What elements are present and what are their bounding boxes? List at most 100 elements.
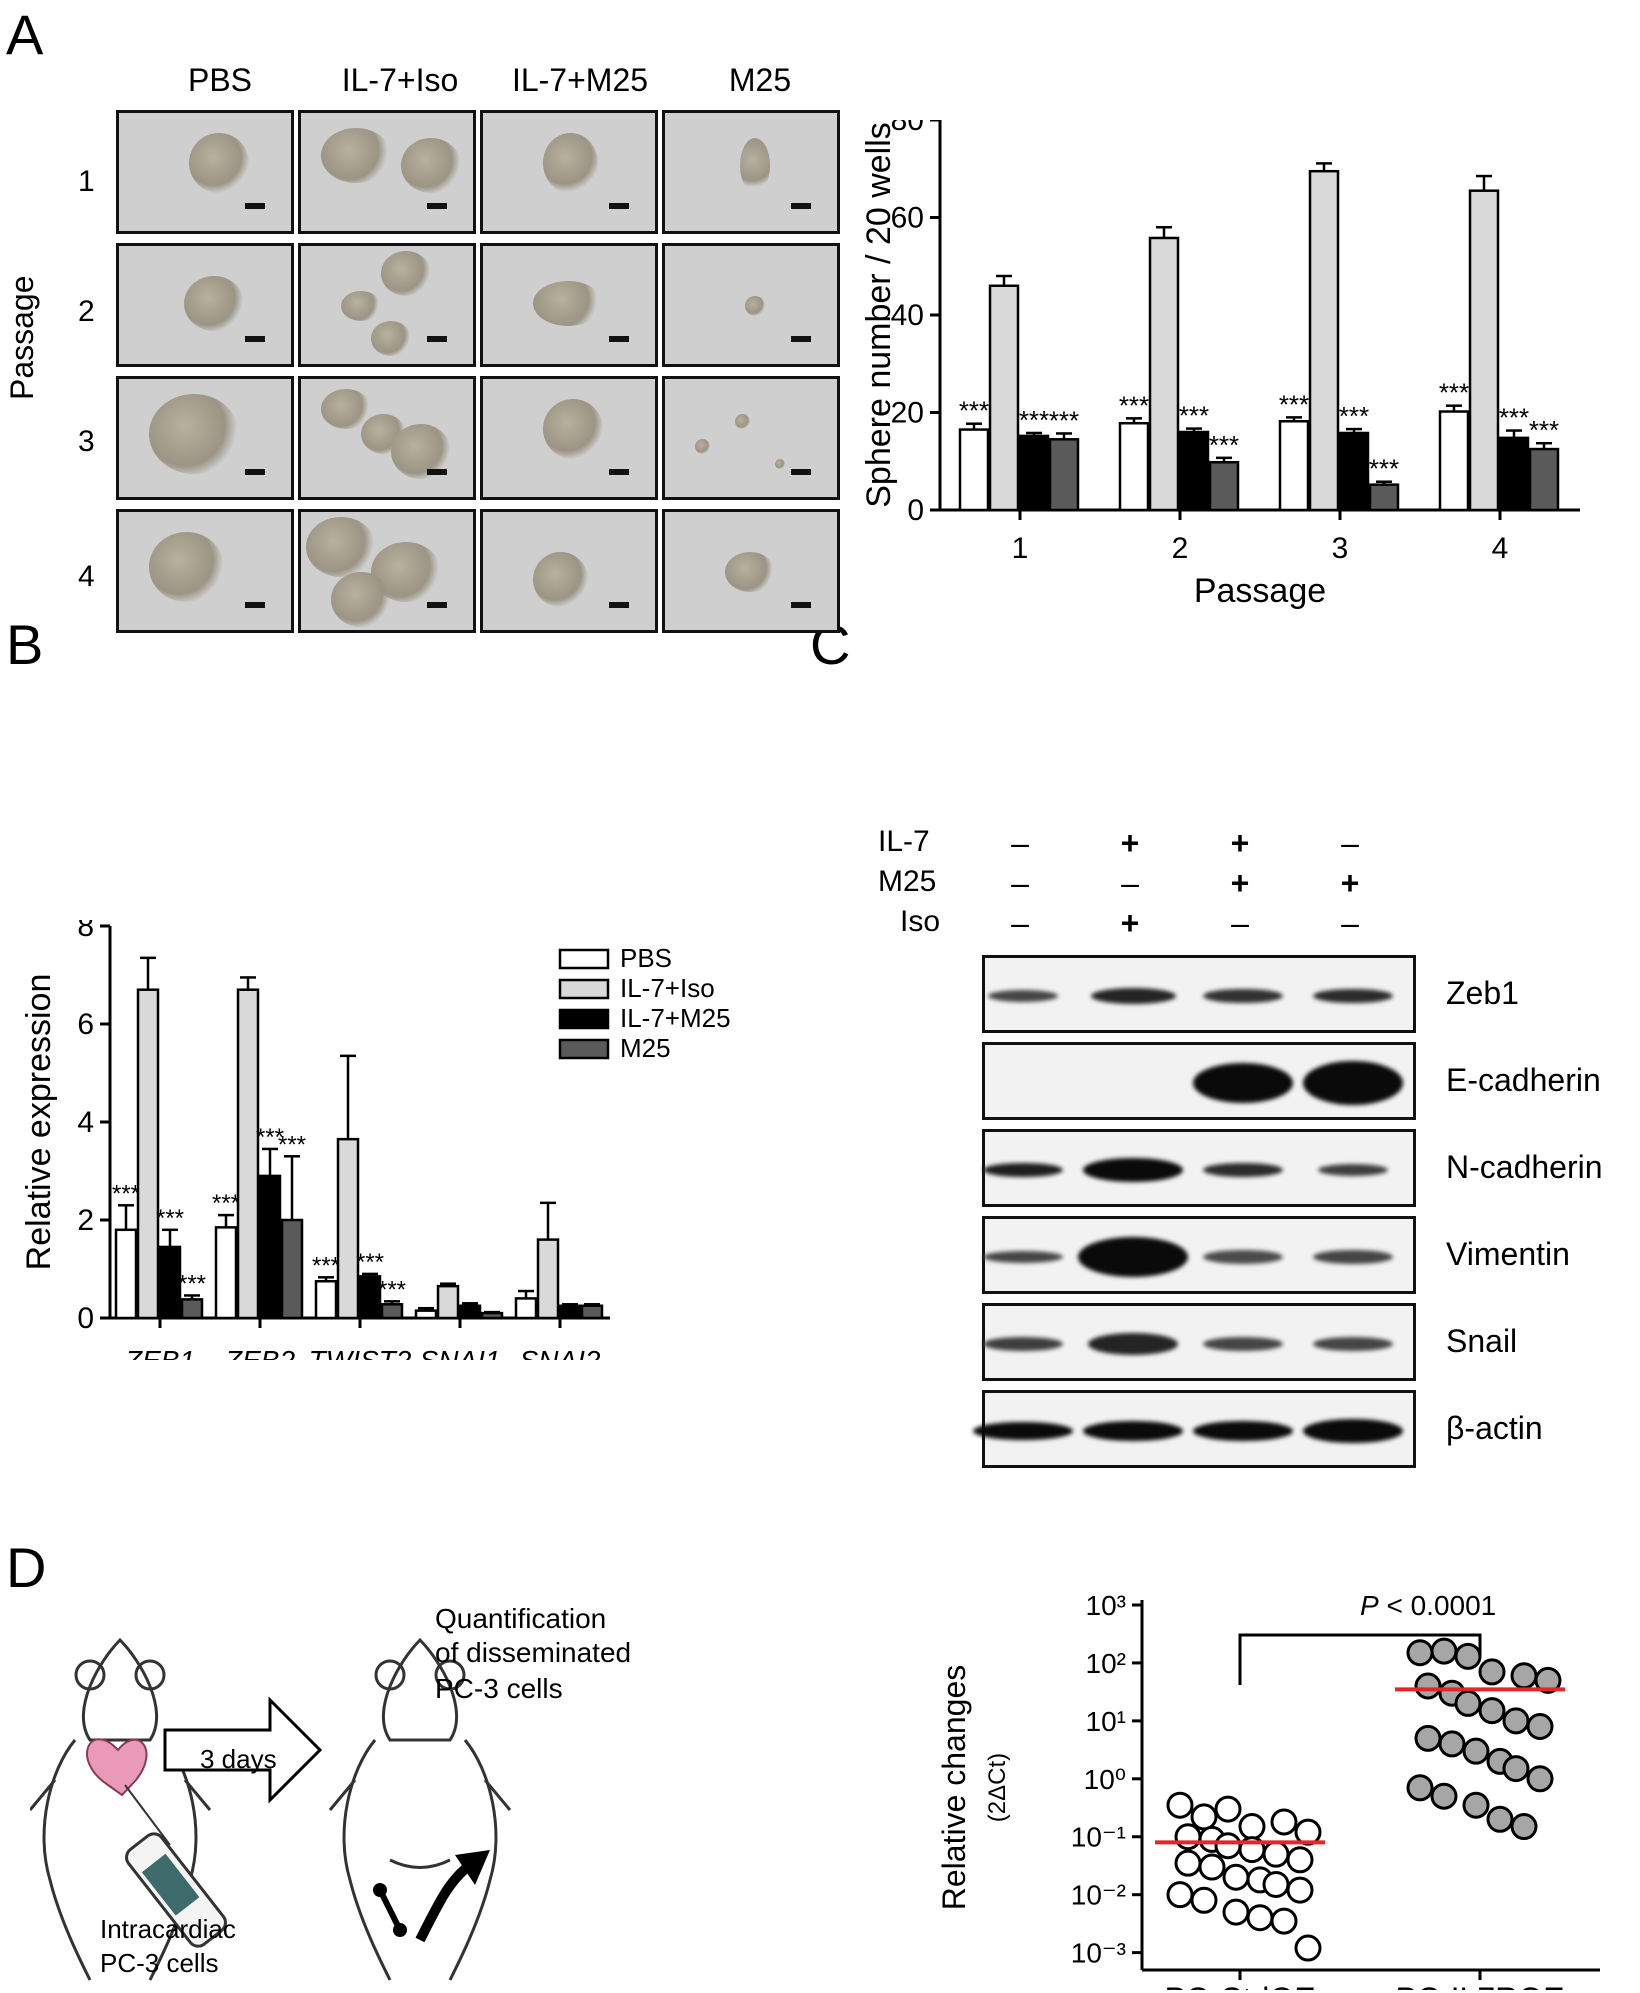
data-point bbox=[1214, 1795, 1242, 1823]
legend-label: IL-7+Iso bbox=[620, 973, 715, 1003]
sphere-cluster bbox=[695, 439, 710, 454]
y-tick-label: 40 bbox=[891, 299, 924, 332]
x-tick-label: 4 bbox=[1492, 532, 1509, 565]
data-point bbox=[1534, 1666, 1562, 1694]
significance-mark: *** bbox=[378, 1276, 406, 1303]
data-point bbox=[1414, 1672, 1442, 1700]
data-point bbox=[1270, 1907, 1298, 1935]
data-point bbox=[1454, 1689, 1482, 1717]
data-point bbox=[1262, 1870, 1290, 1898]
blot-sign: – bbox=[1231, 905, 1249, 941]
data-point bbox=[1174, 1823, 1202, 1851]
blot-sign: – bbox=[1121, 865, 1139, 901]
sphere-cluster bbox=[149, 394, 239, 474]
micrograph-cell bbox=[298, 509, 476, 633]
sphere-cluster bbox=[149, 532, 224, 602]
micrograph-cell bbox=[662, 509, 840, 633]
data-point bbox=[1222, 1863, 1250, 1891]
blot-sign: + bbox=[1340, 865, 1360, 901]
blot-sign: – bbox=[1341, 825, 1359, 861]
protein-label: N-cadherin bbox=[1446, 1149, 1603, 1185]
row-label-1: 1 bbox=[78, 165, 95, 198]
blot-sign: – bbox=[1011, 865, 1029, 901]
significance-mark: *** bbox=[959, 396, 989, 426]
protein-band bbox=[1313, 1250, 1393, 1264]
bar bbox=[536, 1238, 560, 1320]
x-tick-label: ZEB2 bbox=[224, 1345, 295, 1360]
protein-band bbox=[1193, 1421, 1293, 1441]
inject-label-2: PC-3 cells bbox=[100, 1948, 218, 1978]
blot-sign: – bbox=[1011, 905, 1029, 941]
x-tick-label: 2 bbox=[1172, 532, 1189, 565]
data-point bbox=[1246, 1904, 1274, 1932]
protein-band bbox=[1203, 1163, 1283, 1177]
significance-mark: *** bbox=[1119, 390, 1149, 420]
arrow-label: 3 days bbox=[200, 1744, 277, 1774]
significance-mark: *** bbox=[1049, 405, 1079, 435]
y-tick-label: 80 bbox=[891, 120, 924, 137]
blot-sign: – bbox=[1341, 905, 1359, 941]
x-tick-label: 1 bbox=[1012, 532, 1029, 565]
bar bbox=[114, 1228, 138, 1320]
y-tick-label: 60 bbox=[891, 202, 924, 235]
y-tick-label: 6 bbox=[77, 1008, 94, 1041]
bar bbox=[280, 1218, 304, 1320]
sphere-cluster bbox=[371, 321, 411, 356]
protein-label: Snail bbox=[1446, 1323, 1518, 1359]
scale-bar bbox=[791, 469, 811, 475]
protein-band bbox=[1318, 1164, 1388, 1176]
y-axis-label: Sphere number / 20 wells bbox=[860, 122, 898, 508]
micrograph-cell bbox=[480, 376, 658, 500]
bar bbox=[414, 1309, 438, 1320]
sphere-cluster bbox=[341, 291, 381, 321]
row-label-3: 3 bbox=[78, 425, 95, 458]
x-tick-label: PC-CtrlOE bbox=[1164, 1981, 1315, 1990]
data-point bbox=[1198, 1853, 1226, 1881]
sphere-cluster bbox=[321, 128, 391, 183]
sphere-cluster bbox=[401, 138, 461, 193]
protein-label: Vimentin bbox=[1446, 1236, 1570, 1272]
data-point bbox=[1486, 1805, 1514, 1833]
protein-band bbox=[973, 1422, 1073, 1440]
significance-mark: *** bbox=[1369, 454, 1399, 484]
bar bbox=[580, 1304, 604, 1320]
protein-band bbox=[1203, 989, 1283, 1003]
micrograph-cell bbox=[298, 110, 476, 234]
bar bbox=[1468, 189, 1500, 512]
y-axis-label: Relative changes bbox=[936, 1665, 972, 1910]
bar bbox=[1018, 434, 1050, 512]
legend-label: M25 bbox=[620, 1033, 671, 1063]
data-point bbox=[1174, 1849, 1202, 1877]
bar bbox=[180, 1298, 204, 1320]
bar bbox=[1048, 438, 1080, 512]
data-point bbox=[1238, 1813, 1266, 1841]
x-axis-label: Passage bbox=[1194, 572, 1326, 610]
y-tick-label: 10² bbox=[1086, 1648, 1126, 1679]
bar bbox=[436, 1284, 460, 1320]
bar bbox=[258, 1174, 282, 1320]
legend-swatch bbox=[558, 978, 610, 1000]
bar bbox=[236, 988, 260, 1320]
relative-changes-chart: 10⁻³ 10⁻² 10⁻¹ 10⁰ 10¹ 10² 10³ Relative changes… bbox=[936, 1590, 1600, 1990]
sphere-cluster bbox=[745, 296, 765, 316]
scale-bar bbox=[609, 336, 629, 342]
legend-label: IL-7+M25 bbox=[620, 1003, 731, 1033]
data-point bbox=[1478, 1697, 1506, 1725]
y-tick-label: 2 bbox=[77, 1204, 94, 1237]
blot-condition-label: M25 bbox=[878, 865, 937, 898]
bar bbox=[1208, 460, 1240, 512]
scale-bar bbox=[791, 336, 811, 342]
data-point bbox=[1510, 1813, 1538, 1841]
bar bbox=[214, 1226, 238, 1320]
significance-mark: *** bbox=[1439, 378, 1469, 408]
significance-mark: *** bbox=[178, 1270, 206, 1297]
protein-band bbox=[1203, 1337, 1283, 1351]
blot-sign: + bbox=[1120, 825, 1140, 861]
scale-bar bbox=[791, 203, 811, 209]
legend-swatch bbox=[558, 948, 610, 970]
protein-band bbox=[1083, 1158, 1183, 1182]
data-point bbox=[1430, 1782, 1458, 1810]
data-point bbox=[1430, 1637, 1458, 1665]
y-tick-label: 10⁰ bbox=[1084, 1764, 1126, 1795]
blot-strip bbox=[973, 1390, 1416, 1468]
